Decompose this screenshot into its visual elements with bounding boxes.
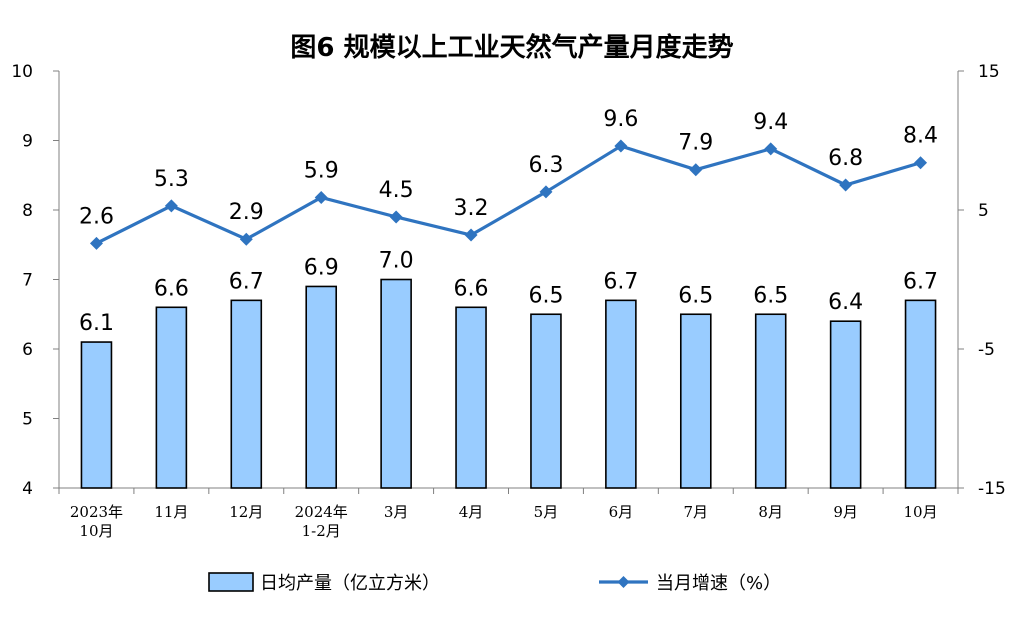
bar — [530, 313, 562, 489]
bar-value-label: 6.7 — [603, 269, 638, 294]
bar-value-label: 6.9 — [304, 255, 339, 280]
growth-line — [95, 144, 921, 245]
legend: 日均产量（亿立方米） 当月增速（%） — [208, 572, 781, 594]
x-tick-label: 9月 — [833, 503, 858, 521]
bar — [679, 313, 712, 489]
line-value-label: 9.6 — [603, 107, 638, 132]
bar — [305, 285, 338, 489]
data-labels: 6.1 6.6 6.7 6.9 7.0 6.6 6.5 6.7 6.5 6.5 6.4 6.7 2.6 5… — [79, 107, 938, 336]
bar — [230, 299, 263, 489]
left-tick-label: 5 — [22, 410, 33, 430]
line-point — [164, 199, 178, 213]
line-point — [89, 236, 103, 250]
line-point — [914, 156, 928, 170]
bar — [829, 320, 862, 489]
bar — [455, 306, 487, 489]
x-tick-label: 10月 — [79, 522, 113, 540]
line-value-label: 2.9 — [229, 200, 264, 225]
bar-value-label: 6.7 — [229, 269, 264, 294]
line-point — [614, 139, 628, 153]
line-value-label: 7.9 — [678, 131, 713, 156]
legend-line-label: 当月增速（%） — [656, 573, 781, 594]
bar-value-label: 6.1 — [79, 311, 114, 336]
left-tick-label: 6 — [22, 340, 33, 360]
bar-value-label: 6.5 — [753, 283, 788, 308]
left-tick-label: 10 — [11, 62, 33, 82]
x-tick-label: 3月 — [384, 503, 409, 521]
bar-value-label: 6.7 — [903, 269, 938, 294]
line-point — [839, 178, 853, 192]
bar — [904, 299, 937, 489]
legend-bar-swatch — [208, 572, 254, 592]
line-point — [239, 232, 253, 246]
line-value-label: 3.2 — [454, 196, 489, 221]
right-tick-label: 5 — [978, 201, 989, 221]
line-point — [764, 142, 778, 156]
line-point — [389, 210, 403, 224]
bar-value-label: 6.4 — [828, 290, 863, 315]
bar — [605, 299, 637, 489]
bar — [80, 341, 113, 489]
line-value-label: 6.3 — [528, 153, 563, 178]
line-value-label: 5.3 — [154, 167, 189, 192]
x-tick-label: 10月 — [903, 503, 937, 521]
right-tick-label: -15 — [978, 479, 1006, 499]
bar-value-label: 6.6 — [154, 276, 189, 301]
x-tick-label: 12月 — [229, 503, 263, 521]
left-tick-label: 4 — [22, 479, 33, 499]
left-tick-label: 8 — [22, 201, 33, 221]
bar — [754, 313, 787, 489]
chart-title: 图6 规模以上工业天然气产量月度走势 — [290, 32, 733, 63]
right-tick-label: 15 — [978, 62, 1000, 82]
bar-value-label: 6.6 — [454, 276, 489, 301]
bar-series — [80, 278, 937, 489]
x-tick-label: 5月 — [534, 503, 559, 521]
left-tick-label: 9 — [22, 132, 33, 152]
left-tick-label: 7 — [22, 271, 33, 291]
line-value-label: 5.9 — [304, 158, 339, 183]
x-tick-label: 4月 — [459, 503, 484, 521]
bar-value-label: 6.5 — [678, 283, 713, 308]
bar — [155, 306, 188, 489]
x-tick-label: 1-2月 — [302, 522, 341, 540]
x-tick-label: 2023年 — [70, 503, 123, 521]
bar-value-label: 7.0 — [379, 249, 414, 274]
line-series — [89, 139, 928, 250]
line-point — [464, 228, 478, 242]
bar — [380, 278, 412, 489]
x-tick-label: 2024年 — [295, 503, 348, 521]
x-tick-label: 7月 — [684, 503, 709, 521]
bar-value-label: 6.5 — [528, 283, 563, 308]
x-tick-label: 8月 — [758, 503, 783, 521]
x-tick-label: 11月 — [154, 503, 188, 521]
x-tick-label: 6月 — [609, 503, 634, 521]
line-value-label: 2.6 — [79, 204, 114, 229]
line-point — [689, 163, 703, 177]
line-value-label: 9.4 — [753, 110, 788, 135]
line-value-label: 8.4 — [903, 124, 938, 149]
right-tick-label: -5 — [978, 340, 995, 360]
line-value-label: 4.5 — [379, 178, 414, 203]
legend-line-marker — [617, 576, 630, 588]
legend-bar-label: 日均产量（亿立方米） — [260, 573, 440, 594]
line-value-label: 6.8 — [828, 146, 863, 171]
line-point — [539, 185, 553, 199]
line-point — [314, 190, 328, 204]
